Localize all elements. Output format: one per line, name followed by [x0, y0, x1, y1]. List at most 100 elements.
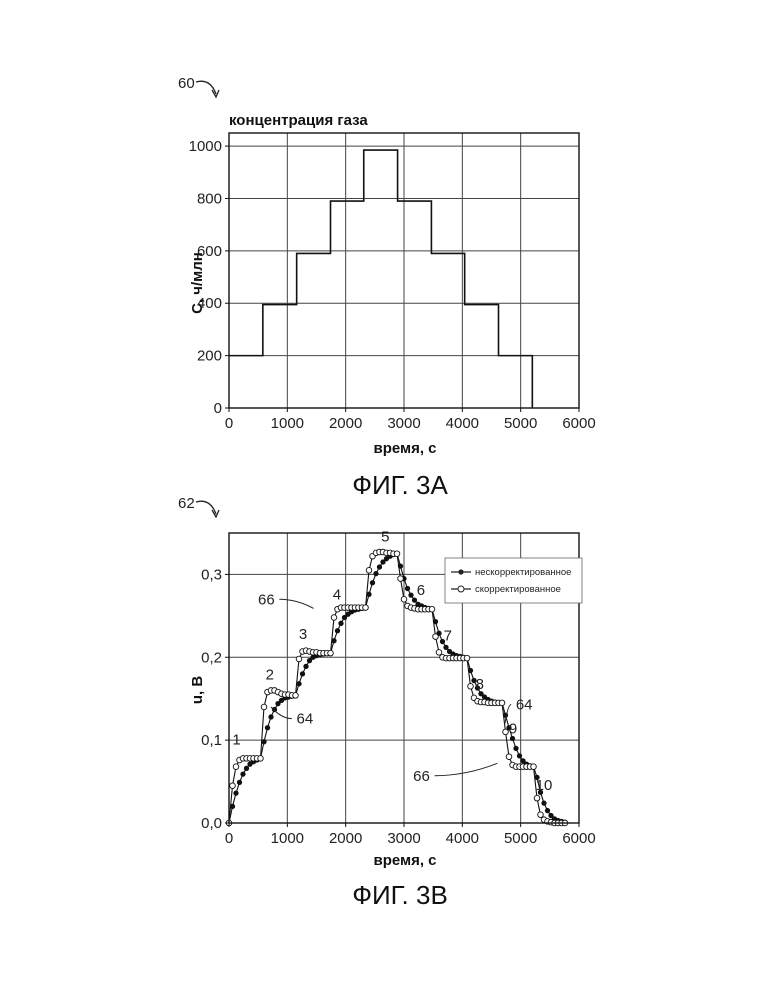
y-tick-label: 0,1 — [201, 732, 222, 749]
curve-annotation: 6 — [417, 582, 425, 599]
curve-annotation: 1 — [232, 731, 240, 748]
data-point-corrected — [401, 596, 407, 602]
x-tick-label: 4000 — [446, 415, 479, 432]
curve-annotation: 4 — [333, 586, 341, 603]
data-point-corrected — [230, 783, 236, 789]
data-point-corrected — [296, 656, 302, 662]
callout-label: 64 — [516, 697, 533, 714]
data-point-uncorrected — [367, 592, 371, 596]
data-point-uncorrected — [265, 726, 269, 730]
data-point-uncorrected — [304, 664, 308, 668]
y-tick-label: 200 — [197, 348, 222, 365]
data-point-corrected — [534, 795, 540, 801]
data-point-corrected — [363, 605, 369, 611]
data-point-uncorrected — [269, 715, 273, 719]
data-point-uncorrected — [244, 766, 248, 770]
chart-a-series — [229, 150, 532, 408]
data-point-corrected — [464, 655, 470, 661]
legend-marker-uncorrected — [458, 569, 463, 574]
data-point-uncorrected — [514, 746, 518, 750]
data-point-corrected — [258, 756, 264, 762]
callout-label: 66 — [413, 768, 430, 785]
callout-leader-line — [435, 763, 498, 775]
data-point-uncorrected — [335, 629, 339, 633]
x-tick-label: 1000 — [271, 830, 304, 847]
data-point-uncorrected — [377, 565, 381, 569]
x-tick-label: 6000 — [562, 415, 595, 432]
x-tick-label: 5000 — [504, 830, 537, 847]
figure-a-ref-number: 60 — [178, 75, 195, 92]
chart-b-legend: нескорректированное скорректированное — [445, 558, 582, 603]
data-point-corrected — [394, 551, 400, 557]
data-point-uncorrected — [237, 780, 241, 784]
curve-annotation: 9 — [509, 721, 517, 738]
chart-b-x-axis-label: время, с — [373, 852, 436, 869]
x-tick-label: 6000 — [562, 830, 595, 847]
data-point-corrected — [429, 606, 435, 612]
y-tick-label: 1000 — [189, 138, 222, 155]
x-tick-label: 3000 — [387, 415, 420, 432]
data-point-uncorrected — [444, 645, 448, 649]
curve-annotation: 10 — [536, 777, 553, 794]
legend-marker-corrected — [458, 586, 464, 592]
data-point-uncorrected — [234, 791, 238, 795]
data-point-corrected — [499, 700, 505, 706]
data-point-corrected — [398, 576, 404, 582]
x-tick-label: 1000 — [271, 415, 304, 432]
figure-b-caption: ФИГ. 3В — [352, 880, 448, 910]
data-point-uncorrected — [241, 772, 245, 776]
chart-b-x-ticks: 0 1000 2000 3000 4000 5000 6000 — [225, 823, 596, 847]
x-tick-label: 2000 — [329, 830, 362, 847]
x-tick-label: 0 — [225, 830, 233, 847]
data-point-uncorrected — [297, 682, 301, 686]
figure-3b: 62 1234567891066646466 01000200030004000… — [178, 495, 596, 910]
legend-box — [445, 558, 582, 603]
x-tick-label: 3000 — [387, 830, 420, 847]
figure-b-ref-number: 62 — [178, 495, 195, 512]
curve-annotation: 3 — [299, 626, 307, 643]
data-point-corrected — [261, 704, 267, 710]
callout-label: 64 — [296, 711, 313, 728]
data-point-uncorrected — [405, 586, 409, 590]
data-point-corrected — [538, 812, 544, 818]
data-point-corrected — [433, 634, 439, 640]
data-point-uncorrected — [339, 621, 343, 625]
chart-a-x-ticks: 0100020003000400050006000 — [225, 408, 596, 432]
data-point-corrected — [293, 693, 299, 699]
figure-3a: 60 концентрация газа 0100020003000400050… — [178, 75, 596, 500]
y-tick-label: 0,2 — [201, 649, 222, 666]
chart-a-grid — [229, 133, 579, 408]
data-point-corrected — [331, 615, 337, 621]
data-point-uncorrected — [409, 593, 413, 597]
curve-annotation: 5 — [381, 528, 389, 545]
data-point-uncorrected — [542, 801, 546, 805]
curve-annotation: 2 — [266, 667, 274, 684]
data-point-uncorrected — [517, 754, 521, 758]
data-point-corrected — [468, 683, 474, 689]
chart-b-y-axis-label: u, B — [189, 676, 206, 704]
data-point-uncorrected — [370, 581, 374, 585]
y-tick-label: 0,3 — [201, 566, 222, 583]
callout-leader-line — [279, 599, 313, 608]
x-tick-label: 4000 — [446, 830, 479, 847]
data-point-corrected — [436, 650, 442, 656]
data-point-corrected — [503, 729, 509, 735]
chart-a-y-axis-label: C, ч/млн — [189, 252, 206, 314]
x-tick-label: 5000 — [504, 415, 537, 432]
data-point-corrected — [366, 567, 372, 573]
chart-a-x-axis-label: время, с — [373, 440, 436, 457]
data-point-uncorrected — [332, 639, 336, 643]
data-point-corrected — [328, 650, 334, 656]
y-tick-label: 0 — [214, 400, 222, 417]
figure-a-caption: ФИГ. 3А — [352, 470, 448, 500]
chart-a-title: концентрация газа — [229, 112, 368, 129]
data-point-uncorrected — [300, 672, 304, 676]
data-point-uncorrected — [262, 740, 266, 744]
data-point-corrected — [233, 764, 239, 770]
callout-label: 66 — [258, 591, 275, 608]
data-point-corrected — [531, 764, 537, 770]
legend-label-uncorrected: нескорректированное — [475, 567, 571, 578]
data-point-corrected — [506, 754, 512, 760]
curve-annotation: 7 — [444, 628, 452, 645]
y-tick-label: 0,0 — [201, 815, 222, 832]
